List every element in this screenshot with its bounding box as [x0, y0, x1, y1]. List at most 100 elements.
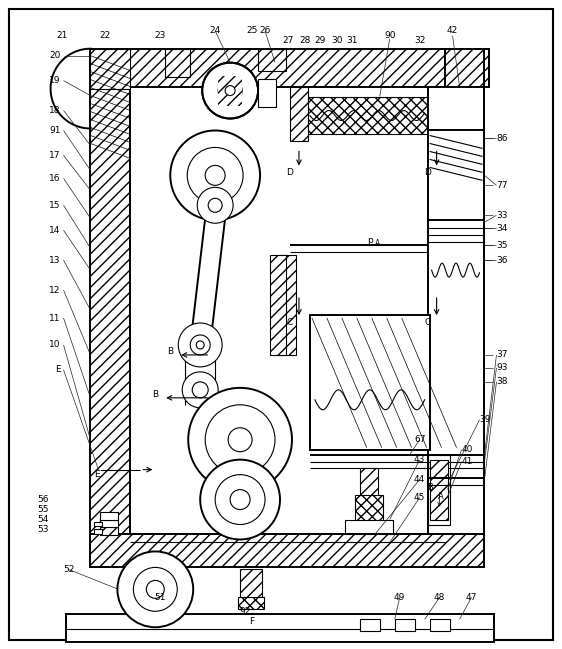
- Text: 12: 12: [49, 286, 61, 295]
- Bar: [94, 530, 102, 535]
- Bar: [308, 97, 428, 134]
- Bar: [165, 49, 190, 77]
- Bar: [360, 619, 380, 631]
- Text: 92: 92: [239, 607, 251, 616]
- Bar: [240, 569, 262, 604]
- Text: 33: 33: [496, 211, 508, 220]
- Text: C: C: [287, 317, 293, 326]
- Bar: [90, 49, 490, 86]
- Text: 35: 35: [496, 241, 508, 250]
- Bar: [428, 86, 484, 535]
- Text: 47: 47: [466, 593, 477, 602]
- Circle shape: [228, 428, 252, 452]
- Text: 37: 37: [496, 350, 508, 360]
- Text: 86: 86: [496, 134, 508, 143]
- Bar: [355, 495, 383, 522]
- Bar: [278, 255, 296, 355]
- Text: 41: 41: [461, 457, 473, 466]
- Text: 11: 11: [49, 313, 61, 323]
- Bar: [428, 86, 446, 149]
- Text: 52: 52: [63, 565, 74, 574]
- Text: 21: 21: [57, 31, 68, 40]
- Text: 27: 27: [282, 36, 294, 45]
- Bar: [101, 528, 119, 535]
- Text: 93: 93: [496, 363, 508, 373]
- Text: 28: 28: [299, 36, 311, 45]
- Bar: [345, 519, 393, 535]
- Bar: [429, 619, 450, 631]
- Text: 90: 90: [384, 31, 396, 40]
- Text: 20: 20: [49, 51, 61, 60]
- Text: A: A: [375, 239, 380, 248]
- Bar: [101, 519, 119, 528]
- Bar: [360, 468, 378, 522]
- Bar: [395, 619, 415, 631]
- Text: E: E: [94, 470, 99, 479]
- Text: 54: 54: [37, 515, 48, 524]
- Bar: [130, 86, 445, 535]
- Text: 77: 77: [496, 181, 508, 190]
- Circle shape: [208, 199, 222, 212]
- Text: 22: 22: [100, 31, 111, 40]
- Text: B: B: [152, 390, 158, 399]
- Text: 55: 55: [37, 505, 48, 514]
- Text: A: A: [438, 492, 443, 501]
- Text: 34: 34: [496, 224, 508, 233]
- Text: 17: 17: [49, 151, 61, 160]
- Text: 38: 38: [496, 377, 508, 386]
- Circle shape: [187, 147, 243, 203]
- Circle shape: [205, 405, 275, 474]
- Circle shape: [196, 341, 204, 349]
- Text: F: F: [250, 617, 255, 626]
- Circle shape: [192, 382, 208, 398]
- Text: B: B: [167, 347, 173, 356]
- Circle shape: [200, 459, 280, 539]
- Text: E: E: [55, 365, 61, 374]
- Bar: [258, 49, 286, 71]
- Text: 45: 45: [414, 493, 425, 502]
- Text: 25: 25: [246, 26, 258, 35]
- Text: B: B: [427, 483, 433, 492]
- Circle shape: [182, 372, 218, 408]
- Circle shape: [205, 165, 225, 186]
- Circle shape: [218, 79, 242, 103]
- Text: 19: 19: [49, 76, 61, 85]
- Bar: [290, 86, 308, 141]
- Text: 24: 24: [210, 26, 221, 35]
- Circle shape: [146, 580, 164, 598]
- Circle shape: [202, 63, 258, 119]
- Text: 23: 23: [155, 31, 166, 40]
- Text: 26: 26: [259, 26, 271, 35]
- Bar: [90, 49, 130, 567]
- Circle shape: [225, 86, 235, 95]
- Circle shape: [197, 188, 233, 223]
- Text: p: p: [367, 236, 373, 245]
- Text: 91: 91: [49, 126, 61, 135]
- Text: 42: 42: [447, 26, 458, 35]
- Circle shape: [178, 323, 222, 367]
- Bar: [218, 76, 242, 106]
- Text: 30: 30: [331, 36, 343, 45]
- Text: 36: 36: [496, 256, 508, 265]
- Text: 31: 31: [346, 36, 357, 45]
- Circle shape: [225, 86, 235, 95]
- Text: 53: 53: [37, 525, 48, 534]
- Bar: [66, 615, 495, 643]
- Circle shape: [117, 552, 193, 627]
- Text: 39: 39: [479, 415, 491, 424]
- Circle shape: [230, 489, 250, 509]
- Text: D: D: [424, 168, 431, 177]
- Text: 56: 56: [37, 495, 48, 504]
- Circle shape: [133, 567, 177, 611]
- Text: 29: 29: [314, 36, 325, 45]
- Text: 14: 14: [49, 226, 61, 235]
- Bar: [90, 535, 484, 567]
- Circle shape: [215, 474, 265, 524]
- Bar: [270, 255, 286, 355]
- Text: 13: 13: [49, 256, 61, 265]
- Text: 18: 18: [49, 106, 61, 115]
- Text: 43: 43: [414, 455, 425, 464]
- Text: 40: 40: [461, 445, 473, 454]
- Text: 48: 48: [434, 593, 445, 602]
- Circle shape: [190, 335, 210, 355]
